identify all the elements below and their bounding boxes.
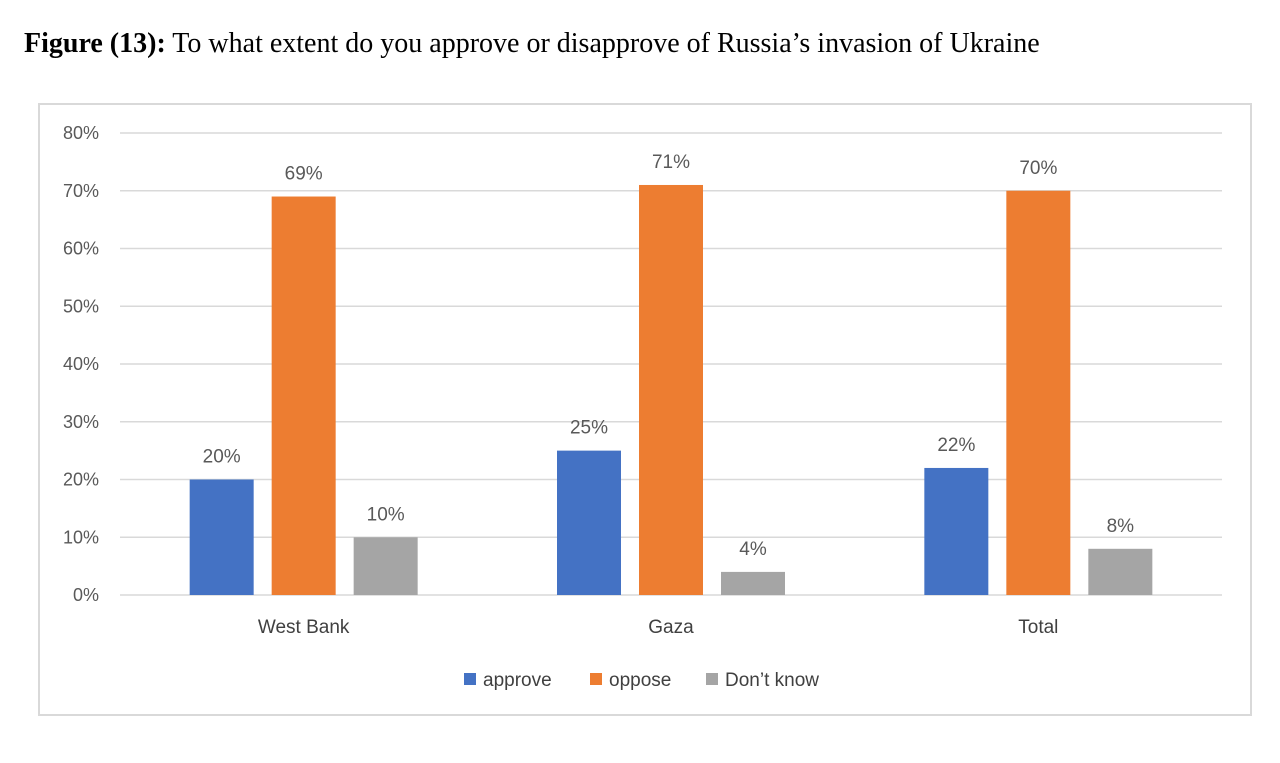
y-tick-label: 10% [63,527,99,547]
data-label: 8% [1107,516,1135,537]
bar-oppose [1006,190,1071,595]
data-label: 71% [652,152,690,173]
legend-label: oppose [609,670,671,691]
bar-oppose [639,184,703,595]
y-tick-label: 20% [63,470,99,490]
figure-title: Figure (13): To what extent do you appro… [24,28,1264,60]
data-label: 10% [367,504,405,525]
y-tick-label: 50% [63,296,99,316]
y-tick-label: 30% [63,412,99,432]
bar-dontknow [1088,548,1153,595]
bar-approve [189,479,254,595]
y-tick-label: 0% [73,585,99,605]
bar-oppose [271,196,336,595]
data-label: 69% [285,164,323,185]
x-category-label: Gaza [648,617,694,638]
bar-approve [924,467,989,595]
y-tick-label: 40% [63,354,99,374]
legend-swatch [590,673,602,685]
x-category-label: West Bank [258,617,350,638]
x-category-label: Total [1018,617,1058,638]
bar-approve [557,450,621,595]
data-label: 20% [203,447,241,468]
y-tick-label: 60% [63,239,99,259]
figure-caption: To what extent do you approve or disappr… [165,28,1040,59]
data-label: 4% [739,539,767,560]
bar-dontknow [721,571,785,595]
bar-dontknow [353,537,418,595]
data-label: 70% [1019,158,1057,179]
figure-number: Figure (13): [24,28,166,59]
legend-label: approve [483,670,552,691]
legend-swatch [706,673,718,685]
data-label: 22% [937,435,975,456]
y-tick-label: 80% [63,123,99,143]
legend-swatch [464,673,476,685]
y-tick-label: 70% [63,181,99,201]
data-label: 25% [570,418,608,439]
legend-label: Don’t know [725,670,819,691]
